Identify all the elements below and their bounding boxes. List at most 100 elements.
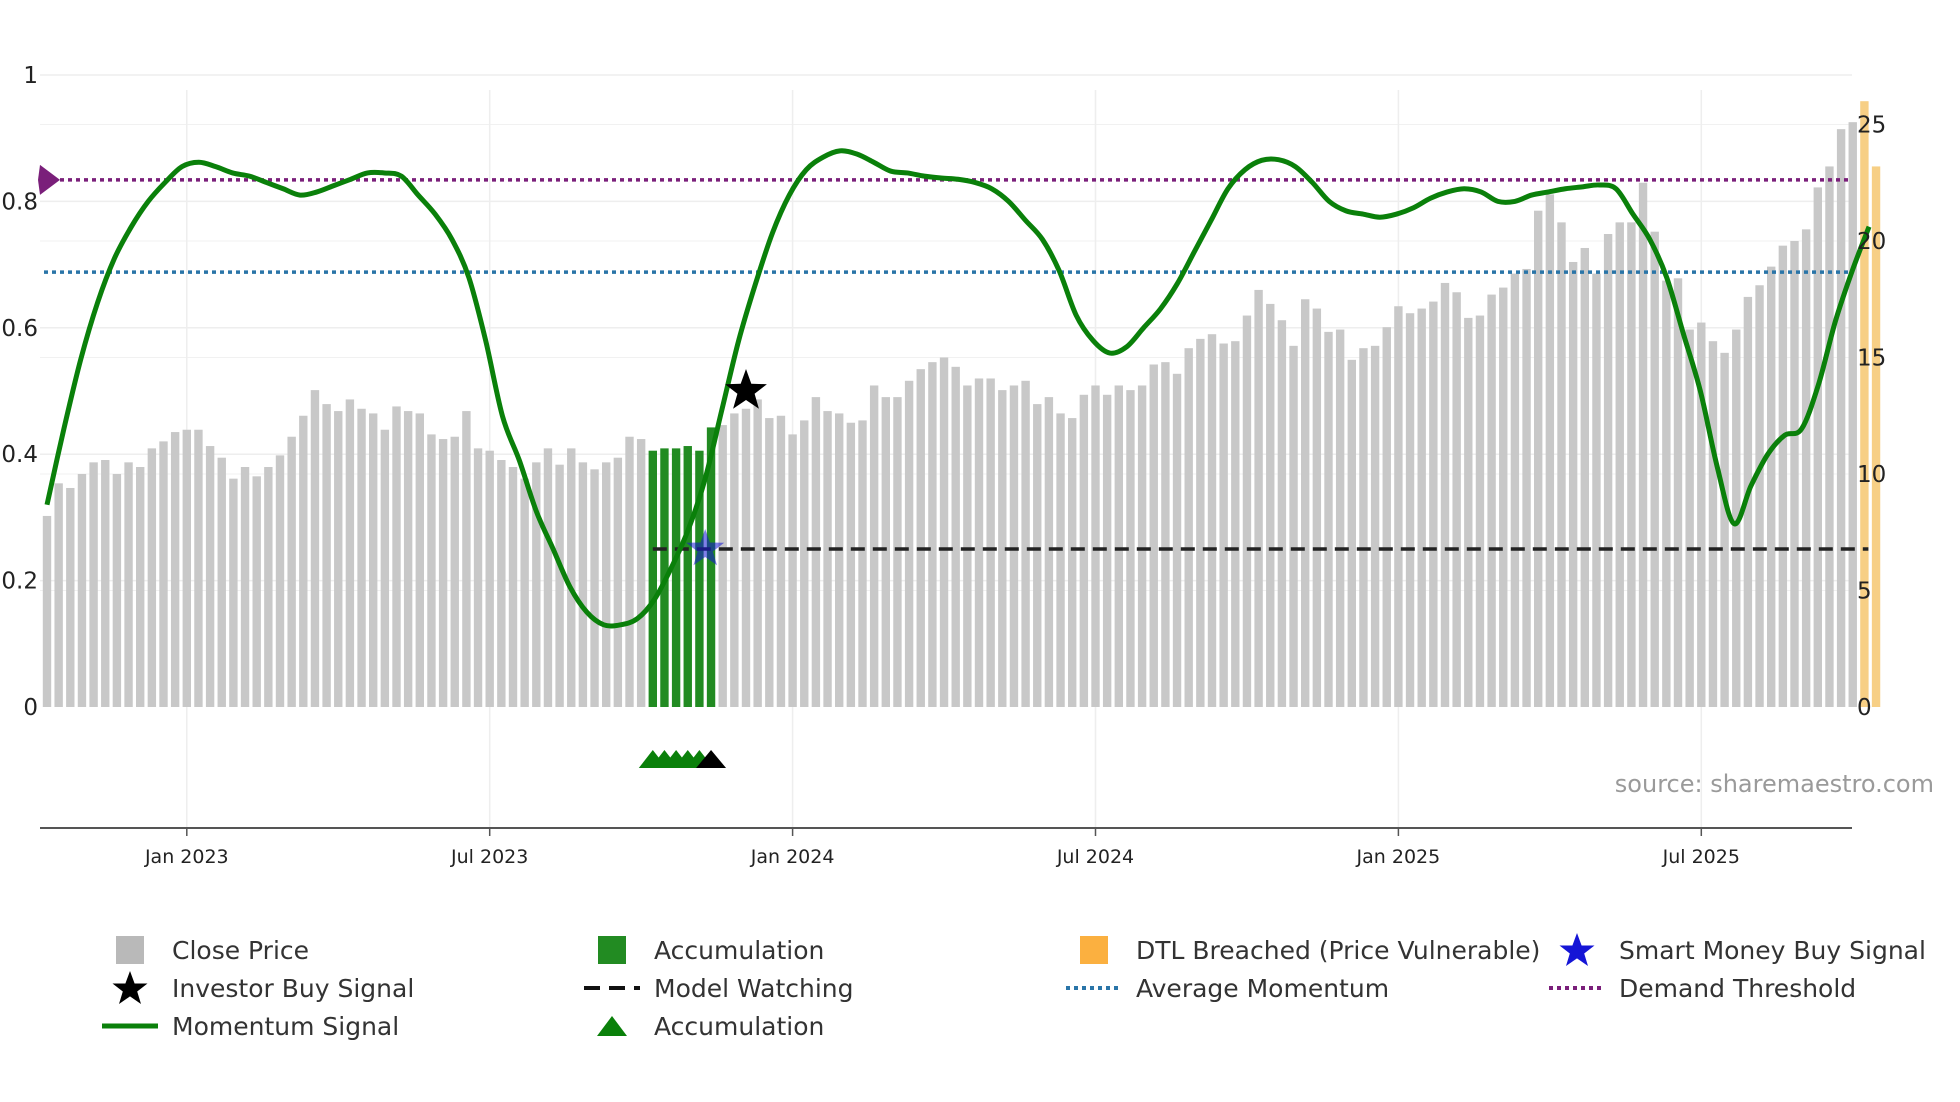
- close-price-bar: [345, 399, 355, 707]
- close-price-bar: [1464, 317, 1473, 707]
- close-price-bar: [1161, 362, 1170, 707]
- close-price-bar: [555, 464, 564, 707]
- close-price-bar: [1638, 182, 1648, 707]
- close-price-bar: [765, 418, 774, 707]
- close-price-bar: [1359, 348, 1368, 707]
- close-price-bar: [54, 483, 63, 707]
- close-price-bar: [613, 457, 623, 707]
- close-price-bar: [1615, 222, 1624, 708]
- close-price-bar: [1708, 341, 1718, 707]
- x-tick-label: Jan 2023: [144, 846, 229, 868]
- close-price-bar: [334, 411, 343, 707]
- accumulation-bar: [648, 450, 657, 707]
- close-price-bar: [1277, 320, 1287, 707]
- close-price-bar: [1370, 345, 1380, 707]
- investor-triangle: [696, 750, 727, 768]
- close-price-bar: [1452, 292, 1461, 707]
- close-price-bar: [147, 448, 157, 707]
- close-price-bar: [1405, 313, 1415, 707]
- close-price-bar: [1126, 390, 1135, 707]
- close-price-bar: [42, 515, 52, 707]
- close-price-bar: [1114, 385, 1123, 707]
- accumulation-bar: [695, 450, 704, 707]
- left-axis-tick-label: 0.8: [1, 189, 38, 215]
- close-price-bar: [182, 429, 191, 707]
- close-price-bar: [1347, 359, 1356, 707]
- close-price-bar: [1801, 229, 1811, 707]
- close-price-bar: [811, 397, 821, 707]
- close-price-bar: [1021, 380, 1030, 707]
- left-axis-tick-label: 0: [23, 695, 38, 721]
- close-price-bar: [986, 378, 995, 707]
- dtl-breached-bar: [1860, 101, 1869, 707]
- left-axis-tick-label: 0.2: [1, 569, 38, 595]
- close-price-bar: [1848, 122, 1857, 708]
- smart-money-buy-signal-star: [686, 529, 725, 566]
- close-price-bar: [1697, 322, 1706, 707]
- close-price-bar: [1580, 247, 1589, 708]
- close-price-bar: [1242, 315, 1252, 707]
- close-price-bar: [543, 448, 553, 707]
- close-price-bar: [823, 411, 832, 707]
- close-price-bar: [1627, 222, 1636, 708]
- close-price-bar: [904, 380, 914, 707]
- right-axis-tick-label: 0: [1857, 695, 1872, 721]
- close-price-bar: [1673, 278, 1683, 707]
- close-price-bar: [1289, 345, 1298, 707]
- close-price-bar: [636, 439, 646, 707]
- close-price-bar: [939, 357, 949, 707]
- close-price-bar: [1184, 348, 1193, 707]
- close-price-bar: [1009, 385, 1019, 707]
- close-price-bar: [1510, 273, 1520, 707]
- left-axis-tick-label: 0.4: [1, 442, 38, 468]
- right-axis-tick-label: 15: [1857, 346, 1886, 372]
- close-price-bar: [1755, 285, 1764, 707]
- close-price-bar: [1033, 404, 1042, 707]
- close-price-bar: [578, 462, 588, 707]
- close-price-bar: [741, 408, 751, 707]
- close-price-bar: [718, 425, 727, 707]
- close-price-bar: [1487, 294, 1496, 707]
- close-price-bar: [438, 439, 448, 707]
- right-axis-tick-label: 5: [1857, 579, 1872, 605]
- close-price-bar: [1522, 268, 1531, 707]
- close-price-bar: [800, 420, 809, 707]
- close-price-bar: [427, 434, 436, 707]
- close-price-bar: [89, 462, 98, 707]
- close-price-bar: [974, 378, 984, 707]
- close-price-bar: [1102, 394, 1112, 707]
- close-price-bar: [194, 429, 203, 707]
- close-price-bar: [1720, 352, 1729, 707]
- close-price-bar: [357, 408, 366, 707]
- momentum-signal-line: [44, 148, 1872, 629]
- accumulation-bar: [706, 427, 716, 707]
- close-price-bar: [101, 460, 110, 707]
- left-axis-tick-label: 1: [23, 63, 38, 89]
- signal-markers: [638, 369, 767, 768]
- close-price-bar: [1254, 289, 1263, 707]
- close-price-bar: [602, 462, 611, 707]
- close-price-bar: [1790, 241, 1799, 707]
- close-price-bar: [403, 411, 413, 707]
- close-price-bar: [567, 448, 576, 707]
- close-price-bar: [1557, 222, 1566, 708]
- dtl-breached-bar: [1871, 166, 1881, 707]
- close-price-bar: [462, 411, 471, 707]
- right-axis-tick-label: 20: [1857, 229, 1886, 255]
- close-price-bar: [1685, 329, 1694, 707]
- close-price-bar: [776, 415, 786, 707]
- close-price-bar: [1044, 397, 1054, 707]
- close-price-bar: [205, 446, 215, 707]
- close-price-bar: [450, 436, 459, 707]
- close-price-bar: [77, 474, 87, 707]
- close-price-bar: [1499, 287, 1508, 707]
- left-axis-tick-label: 0.6: [1, 316, 38, 342]
- close-price-bar: [869, 385, 879, 707]
- close-price-bar: [136, 467, 145, 707]
- close-price-bar: [881, 397, 890, 707]
- close-price-bar: [1219, 343, 1228, 707]
- axes: Jan 2023 Jul 2023 Jan 2024 Jul 2024 Jan 2025…: [1, 63, 1886, 868]
- close-price-bars: [42, 101, 1881, 708]
- x-tick-label: Jul 2025: [1662, 846, 1740, 868]
- close-price-bar: [1534, 210, 1543, 707]
